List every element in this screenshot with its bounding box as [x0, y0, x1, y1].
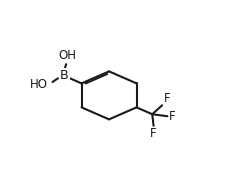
Text: OH: OH	[58, 49, 76, 62]
Text: F: F	[164, 92, 170, 105]
Text: F: F	[150, 127, 157, 140]
Text: HO: HO	[29, 78, 48, 91]
Text: F: F	[169, 110, 176, 123]
Text: B: B	[60, 69, 69, 82]
